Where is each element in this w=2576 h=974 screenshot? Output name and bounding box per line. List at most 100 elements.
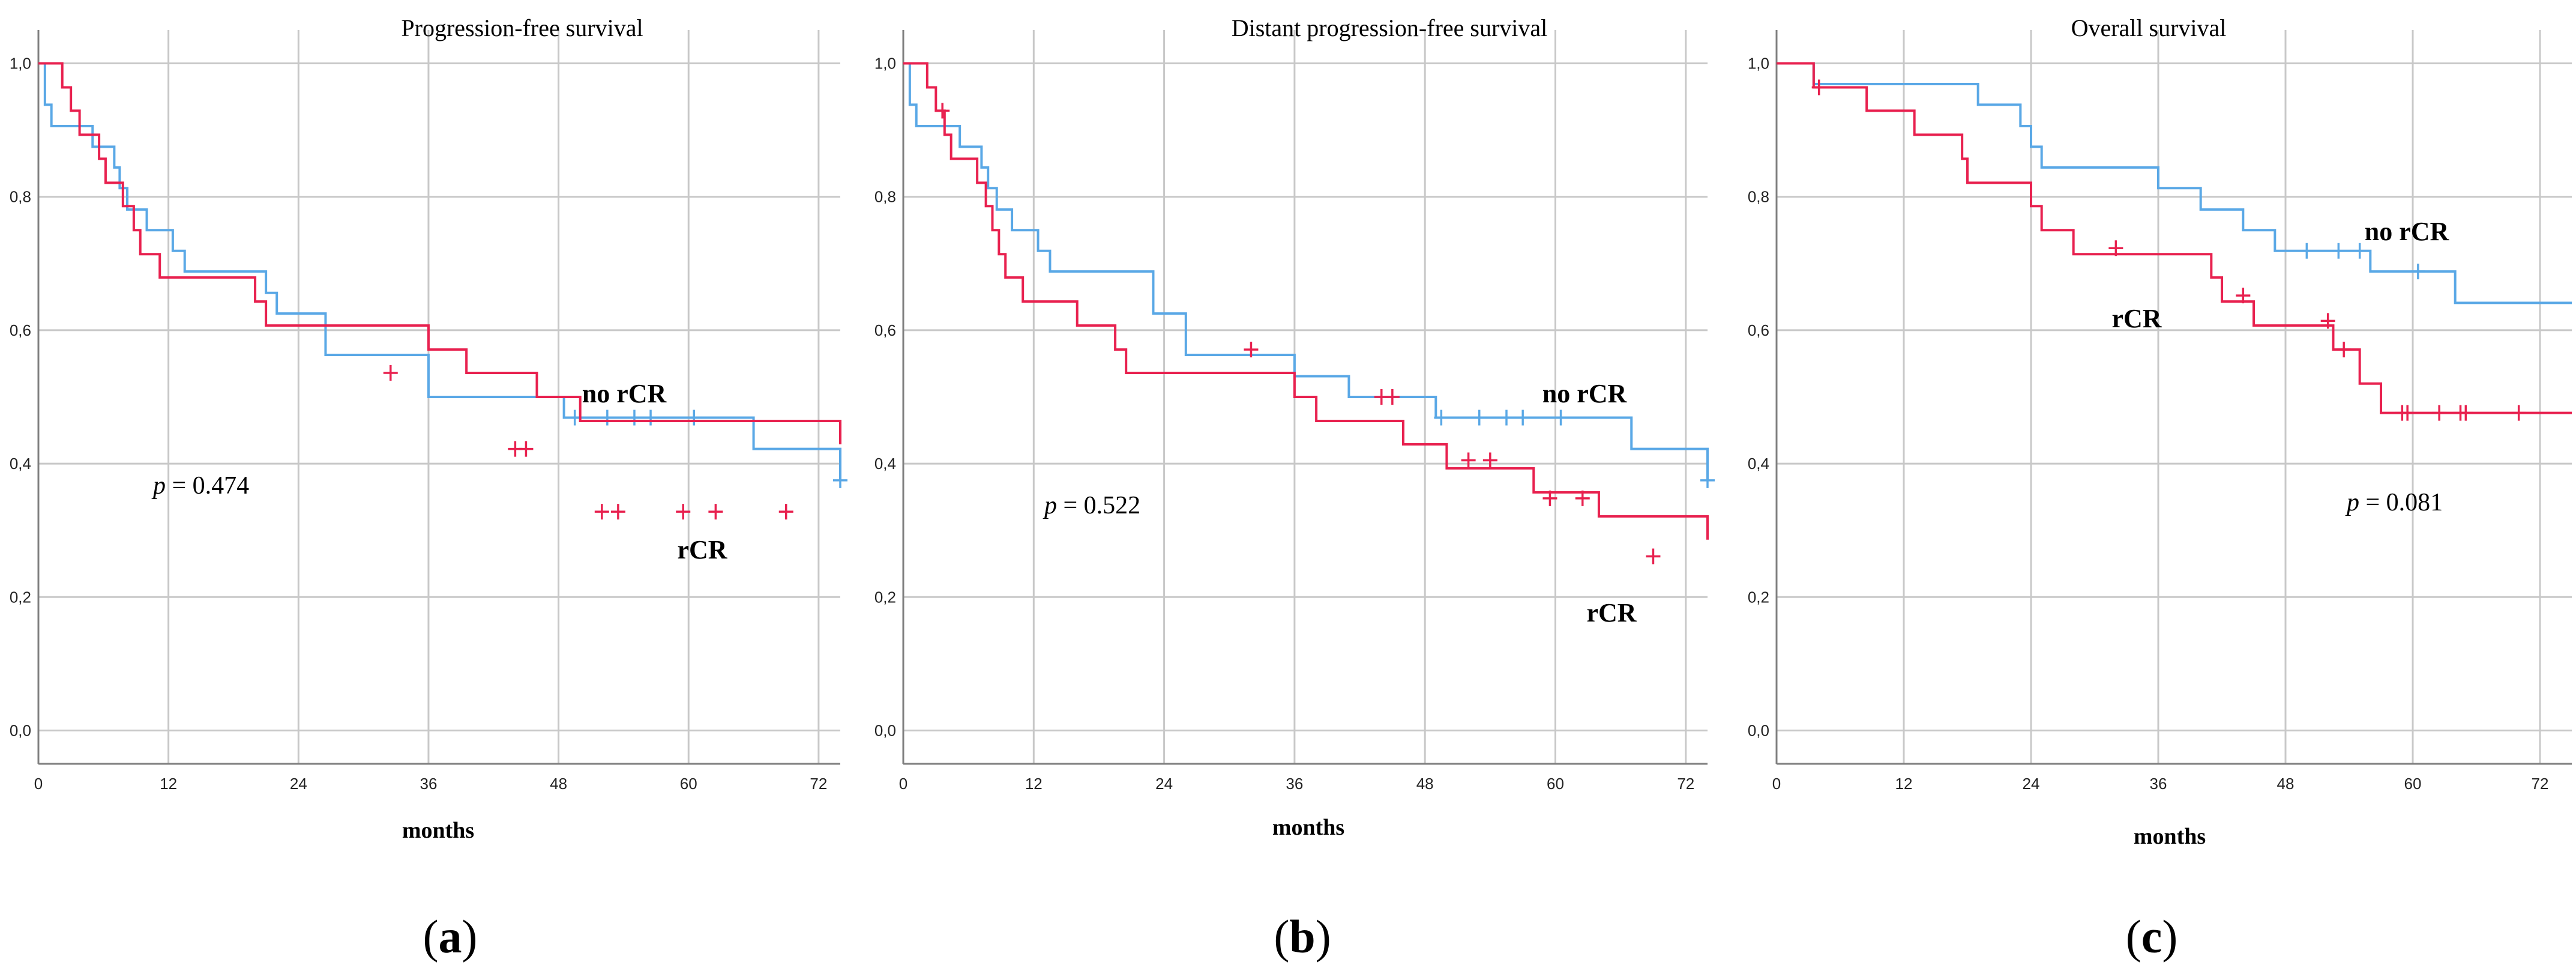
censor-mark-no-rcr — [2299, 243, 2314, 259]
censor-mark-no-rcr — [1499, 410, 1514, 426]
x-tick-label: 0 — [899, 775, 907, 793]
y-tick-label: 0,8 — [10, 188, 31, 206]
chart-panel-b: 0 12 24 36 48 60 72 0,0 0,2 0,4 0,6 0,8 1,0 Distant p… — [874, 14, 1715, 840]
censor-mark-rcr — [1811, 79, 1826, 95]
x-tick-label: 48 — [2277, 775, 2295, 793]
censor-mark-no-rcr — [1472, 410, 1487, 426]
censor-mark-rcr — [708, 504, 723, 520]
y-tick-label: 0,0 — [874, 721, 896, 739]
series-line-no-rcr — [38, 62, 841, 480]
chart-title: Progression-free survival — [401, 14, 643, 41]
censor-mark-no-rcr — [2331, 243, 2346, 259]
x-tick-label: 24 — [290, 775, 307, 793]
x-tick-label: 36 — [1286, 775, 1303, 793]
panel-label-c: (c) — [2125, 910, 2178, 963]
chart-panel-a: 0 12 24 36 48 60 72 0,0 0,2 0,4 0,6 0,8 1,0 Progressi… — [10, 14, 847, 843]
chart-title: Distant progression-free survival — [1232, 14, 1548, 41]
x-tick-label: 12 — [160, 775, 177, 793]
censor-mark-no-rcr — [833, 472, 847, 488]
y-tick-label: 0,4 — [1748, 455, 1769, 473]
x-tick-label: 72 — [2532, 775, 2549, 793]
x-tick-label: 36 — [2150, 775, 2167, 793]
x-tick-label: 24 — [2023, 775, 2040, 793]
p-symbol: p — [2345, 489, 2359, 516]
y-tick-label: 0,2 — [10, 588, 31, 606]
panel-label-a: (a) — [423, 910, 478, 963]
group-label-rcr: rCR — [2111, 304, 2162, 333]
censor-mark-rcr — [2432, 405, 2447, 421]
series-line-rcr — [38, 62, 841, 444]
censor-mark-rcr — [676, 504, 691, 520]
censor-mark-rcr — [594, 504, 609, 520]
x-tick-label: 24 — [1155, 775, 1173, 793]
y-tick-label: 0,6 — [1748, 321, 1769, 339]
y-tick-label: 0,4 — [10, 455, 31, 473]
censor-mark-rcr — [1542, 490, 1557, 506]
p-value-annotation: p = 0.474 — [151, 472, 249, 500]
p-value: = 0.081 — [2359, 489, 2443, 516]
p-value-annotation: p = 0.081 — [2345, 489, 2443, 516]
group-label-rcr: rCR — [1586, 598, 1637, 628]
x-tick-label: 0 — [1772, 775, 1781, 793]
group-label-no-rcr: no rCR — [582, 379, 667, 408]
group-label-no-rcr: no rCR — [1542, 379, 1628, 408]
censor-mark-no-rcr — [643, 410, 658, 426]
censor-mark-rcr — [1482, 452, 1497, 468]
y-tick-label: 0,0 — [1748, 721, 1769, 739]
y-tick-label: 0,0 — [10, 721, 31, 739]
censor-mark-rcr — [2400, 405, 2415, 421]
y-tick-label: 0,2 — [874, 588, 896, 606]
censor-mark-no-rcr — [1434, 410, 1449, 426]
y-tick-label: 0,4 — [874, 455, 896, 473]
x-axis-label: months — [2134, 824, 2206, 849]
x-tick-label: 0 — [34, 775, 43, 793]
censor-mark-rcr — [2320, 313, 2335, 329]
x-tick-label: 36 — [420, 775, 437, 793]
censor-mark-rcr — [1385, 389, 1400, 405]
censor-mark-no-rcr — [1515, 410, 1530, 426]
x-axis-label: months — [1272, 815, 1344, 840]
chart-panel-c: 0 12 24 36 48 60 72 0,0 0,2 0,4 0,6 0,8 1,0 Overall s… — [1748, 14, 2572, 849]
p-symbol: p — [1043, 492, 1057, 519]
censor-mark-rcr — [935, 103, 950, 119]
censor-mark-rcr — [610, 504, 625, 520]
censor-mark-rcr — [519, 441, 534, 457]
censor-mark-no-rcr — [1553, 410, 1568, 426]
censor-mark-no-rcr — [687, 410, 702, 426]
censor-mark-rcr — [2236, 288, 2251, 304]
x-tick-label: 48 — [1416, 775, 1434, 793]
x-axis-label: months — [402, 818, 474, 843]
y-tick-label: 0,6 — [10, 321, 31, 339]
series-line-no-rcr — [1777, 62, 2572, 304]
series-line-rcr — [1777, 62, 2572, 414]
x-tick-label: 60 — [1547, 775, 1564, 793]
y-tick-label: 0,8 — [1748, 188, 1769, 206]
p-symbol: p — [151, 472, 166, 500]
censor-mark-rcr — [1646, 548, 1661, 564]
censor-mark-rcr — [1575, 490, 1590, 506]
x-tick-label: 60 — [2404, 775, 2422, 793]
group-label-rcr: rCR — [677, 535, 727, 564]
censor-mark-rcr — [2337, 342, 2352, 358]
x-tick-label: 12 — [1895, 775, 1913, 793]
x-tick-label: 60 — [680, 775, 697, 793]
censor-mark-rcr — [1244, 342, 1259, 358]
y-tick-label: 1,0 — [1748, 55, 1769, 73]
p-value: = 0.474 — [166, 472, 249, 500]
y-tick-label: 0,8 — [874, 188, 896, 206]
censor-mark-rcr — [2511, 405, 2526, 421]
censor-mark-no-rcr — [2410, 264, 2425, 280]
censor-mark-rcr — [2108, 240, 2123, 256]
censor-mark-rcr — [2458, 405, 2473, 421]
y-tick-label: 1,0 — [874, 55, 896, 73]
series-line-no-rcr — [903, 62, 1709, 480]
censor-mark-rcr — [383, 365, 398, 381]
censor-mark-no-rcr — [1700, 472, 1715, 488]
x-tick-label: 48 — [550, 775, 567, 793]
chart-title: Overall survival — [2071, 14, 2227, 41]
censor-mark-rcr — [1461, 452, 1476, 468]
group-label-no-rcr: no rCR — [2365, 217, 2450, 246]
x-tick-label: 72 — [1677, 775, 1694, 793]
censor-mark-no-rcr — [627, 410, 642, 426]
